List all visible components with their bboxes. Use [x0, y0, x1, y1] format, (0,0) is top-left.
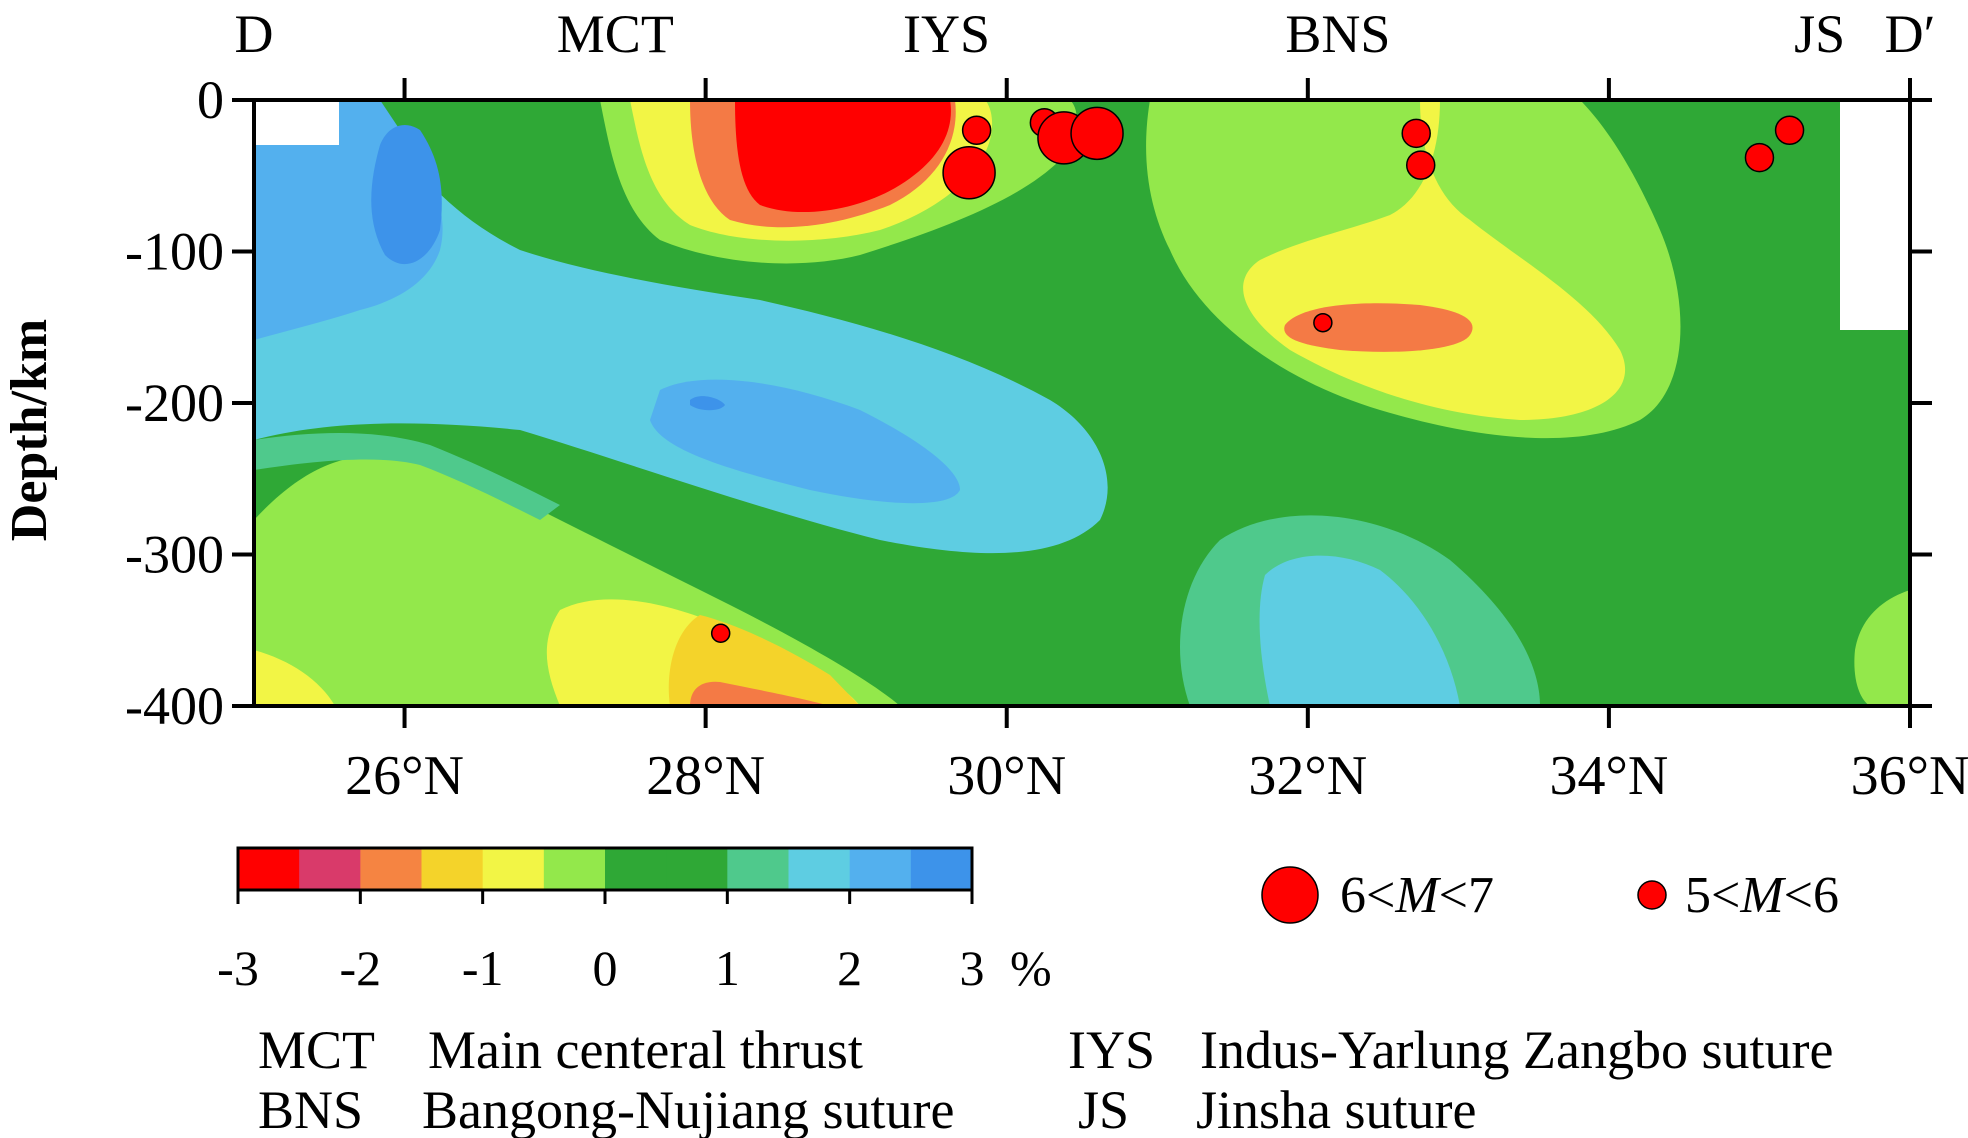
abbr-bns: BNS [258, 1080, 363, 1138]
colorbar-segment [605, 848, 667, 890]
earthquake-marker [710, 623, 731, 644]
abbr-iys-name: Indus-Yarlung Zangbo suture [1200, 1020, 1833, 1080]
x-tick-label: 26°N [345, 745, 464, 807]
abbr-bns-name: Bangong-Nujiang suture [422, 1080, 954, 1138]
suture-label-iys: IYS [903, 4, 990, 64]
suture-label-bns: BNS [1285, 4, 1390, 64]
y-tick-label: 0 [197, 70, 224, 130]
contour-light-green-lower-right [1854, 590, 1910, 706]
x-tick-label: 34°N [1549, 745, 1668, 807]
colorbar-segment [727, 848, 789, 890]
suture-labels-top: D D′ MCT IYS BNS JS [235, 4, 1936, 64]
legend-small-quake-label: 5<M<6 [1685, 867, 1839, 924]
colorbar-tick-label: 2 [837, 940, 862, 996]
earthquake-marker [1401, 118, 1431, 149]
profile-end-label: D′ [1885, 4, 1936, 64]
abbr-js-name: Jinsha suture [1196, 1080, 1476, 1138]
magnitude-legend: 6<M<7 5<M<6 [1261, 866, 1839, 924]
suture-label-mct: MCT [557, 4, 674, 64]
contour-orange-bns [1284, 303, 1473, 352]
colorbar-unit: % [1010, 940, 1052, 996]
y-tick-label: -200 [125, 373, 224, 433]
earthquake-markers [710, 106, 1805, 644]
y-tick-label: -300 [125, 525, 224, 585]
colorbar-tick-label: 0 [593, 940, 618, 996]
suture-label-js: JS [1794, 4, 1845, 64]
contour-teal-lower-left [254, 433, 560, 520]
colorbar-tick-label: 3 [960, 940, 985, 996]
contour-orange-lower [690, 681, 830, 706]
axes: 26°N 28°N 30°N 32°N 34°N 36°N 0 -100 -200 -300 -40… [125, 70, 1968, 807]
abbr-js: JS [1078, 1080, 1129, 1138]
colorbar-segment [238, 848, 300, 890]
earthquake-marker [1774, 115, 1805, 146]
earthquake-marker [1744, 142, 1775, 173]
contour-blue-middle [650, 379, 960, 504]
earthquake-marker [942, 145, 996, 200]
y-axis-label: Depth/km [1, 319, 58, 541]
colorbar-segment [421, 848, 484, 890]
contour-yellow-lower-left-corner [254, 650, 335, 706]
contour-light-blue-lower-right-inner [1259, 555, 1460, 706]
velocity-anomaly-field [254, 100, 1910, 706]
x-tick-label: 28°N [646, 745, 765, 807]
earthquake-marker [1405, 150, 1436, 180]
legend-large-quake-symbol [1261, 866, 1319, 924]
x-tick-label: 32°N [1248, 745, 1367, 807]
colorbar-segment [482, 848, 545, 890]
contour-red-top [735, 100, 951, 213]
earthquake-marker [1313, 312, 1333, 333]
colorbar-segment [299, 848, 361, 890]
colorbar-tick-label: -1 [462, 940, 504, 996]
colorbar-segment [788, 848, 851, 890]
contour-dark-blue-left [371, 125, 442, 265]
abbreviation-key: MCT Main centeral thrust IYS Indus-Yarlu… [258, 1020, 1833, 1138]
colorbar-tick-label: 1 [715, 940, 740, 996]
x-tick-label: 36°N [1851, 745, 1968, 807]
no-data-gap-right [1840, 100, 1910, 330]
y-tick-label: -100 [125, 222, 224, 282]
colorbar-segment [849, 848, 912, 890]
y-tick-label: -400 [125, 676, 224, 736]
profile-start-label: D [235, 4, 274, 64]
legend-small-quake-symbol [1637, 880, 1667, 910]
colorbar-segment [360, 848, 422, 890]
colorbar-tick-label: -2 [340, 940, 382, 996]
contour-dark-blue-middle [690, 396, 725, 411]
colorbar-segment [910, 848, 973, 890]
colorbar: -3 -2 -1 0 1 2 3 [217, 846, 985, 996]
colorbar-tick-label: -3 [217, 940, 259, 996]
abbr-mct-name: Main centeral thrust [428, 1020, 863, 1080]
earthquake-marker [961, 115, 992, 146]
abbr-mct: MCT [258, 1020, 375, 1080]
legend-large-quake-label: 6<M<7 [1340, 867, 1494, 924]
x-tick-label: 30°N [947, 745, 1066, 807]
no-data-gap-left [254, 100, 339, 145]
colorbar-segment [543, 848, 606, 890]
abbr-iys: IYS [1068, 1020, 1155, 1080]
colorbar-segment [666, 848, 728, 890]
earthquake-marker [1070, 106, 1124, 161]
